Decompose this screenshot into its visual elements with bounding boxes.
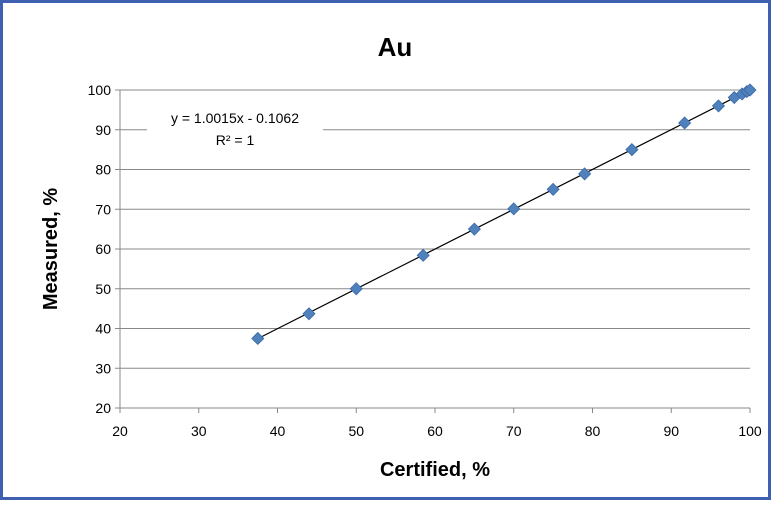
equation-box: [147, 104, 323, 152]
x-tick-label-20: 20: [112, 423, 128, 439]
data-points: [251, 83, 757, 346]
data-point-0: [251, 331, 265, 346]
data-point-5: [507, 202, 521, 216]
y-tick-label-100: 100: [88, 82, 112, 98]
trendline-equation: y = 1.0015x - 0.1062: [171, 110, 299, 126]
y-tick-label-50: 50: [95, 281, 111, 297]
trendline-group: [257, 89, 751, 340]
data-point-7: [578, 167, 592, 181]
y-tick-label-40: 40: [95, 321, 111, 337]
data-point-9: [678, 116, 692, 130]
data-point-3: [416, 248, 430, 262]
x-tick-label-90: 90: [663, 423, 679, 439]
data-point-8: [625, 143, 639, 157]
data-point-6: [546, 182, 560, 196]
gridlines: [120, 89, 750, 369]
data-point-10: [711, 99, 726, 113]
chart-title: Au: [378, 32, 413, 62]
y-tick-label-60: 60: [95, 241, 111, 257]
x-tick-label-70: 70: [506, 423, 522, 439]
y-tick-label-90: 90: [95, 122, 111, 138]
data-point-14: [743, 83, 757, 97]
x-tick-labels: 20 30 40 50 60 70 80 90 100: [112, 423, 762, 439]
x-tick-label-60: 60: [427, 423, 443, 439]
y-tick-label-70: 70: [95, 201, 111, 217]
x-axis-label: Certified, %: [380, 459, 490, 481]
y-axis-label: Measured, %: [40, 188, 62, 310]
y-tick-label-30: 30: [95, 360, 111, 376]
y-tick-label-80: 80: [95, 162, 111, 178]
x-tick-label-40: 40: [270, 423, 286, 439]
data-point-4: [467, 222, 481, 236]
x-tick-label-50: 50: [348, 423, 364, 439]
y-tick-labels: 20 30 40 50 60 70 80 90 100: [88, 82, 112, 416]
x-tick-label-80: 80: [585, 423, 601, 439]
r-squared-label: R² = 1: [216, 132, 255, 148]
trendline: [257, 89, 751, 340]
x-tick-label-30: 30: [191, 423, 207, 439]
y-tick-label-20: 20: [95, 400, 111, 416]
axes: [115, 89, 751, 413]
data-point-1: [302, 307, 316, 321]
data-point-2: [349, 282, 363, 296]
x-tick-label-100: 100: [738, 423, 762, 439]
